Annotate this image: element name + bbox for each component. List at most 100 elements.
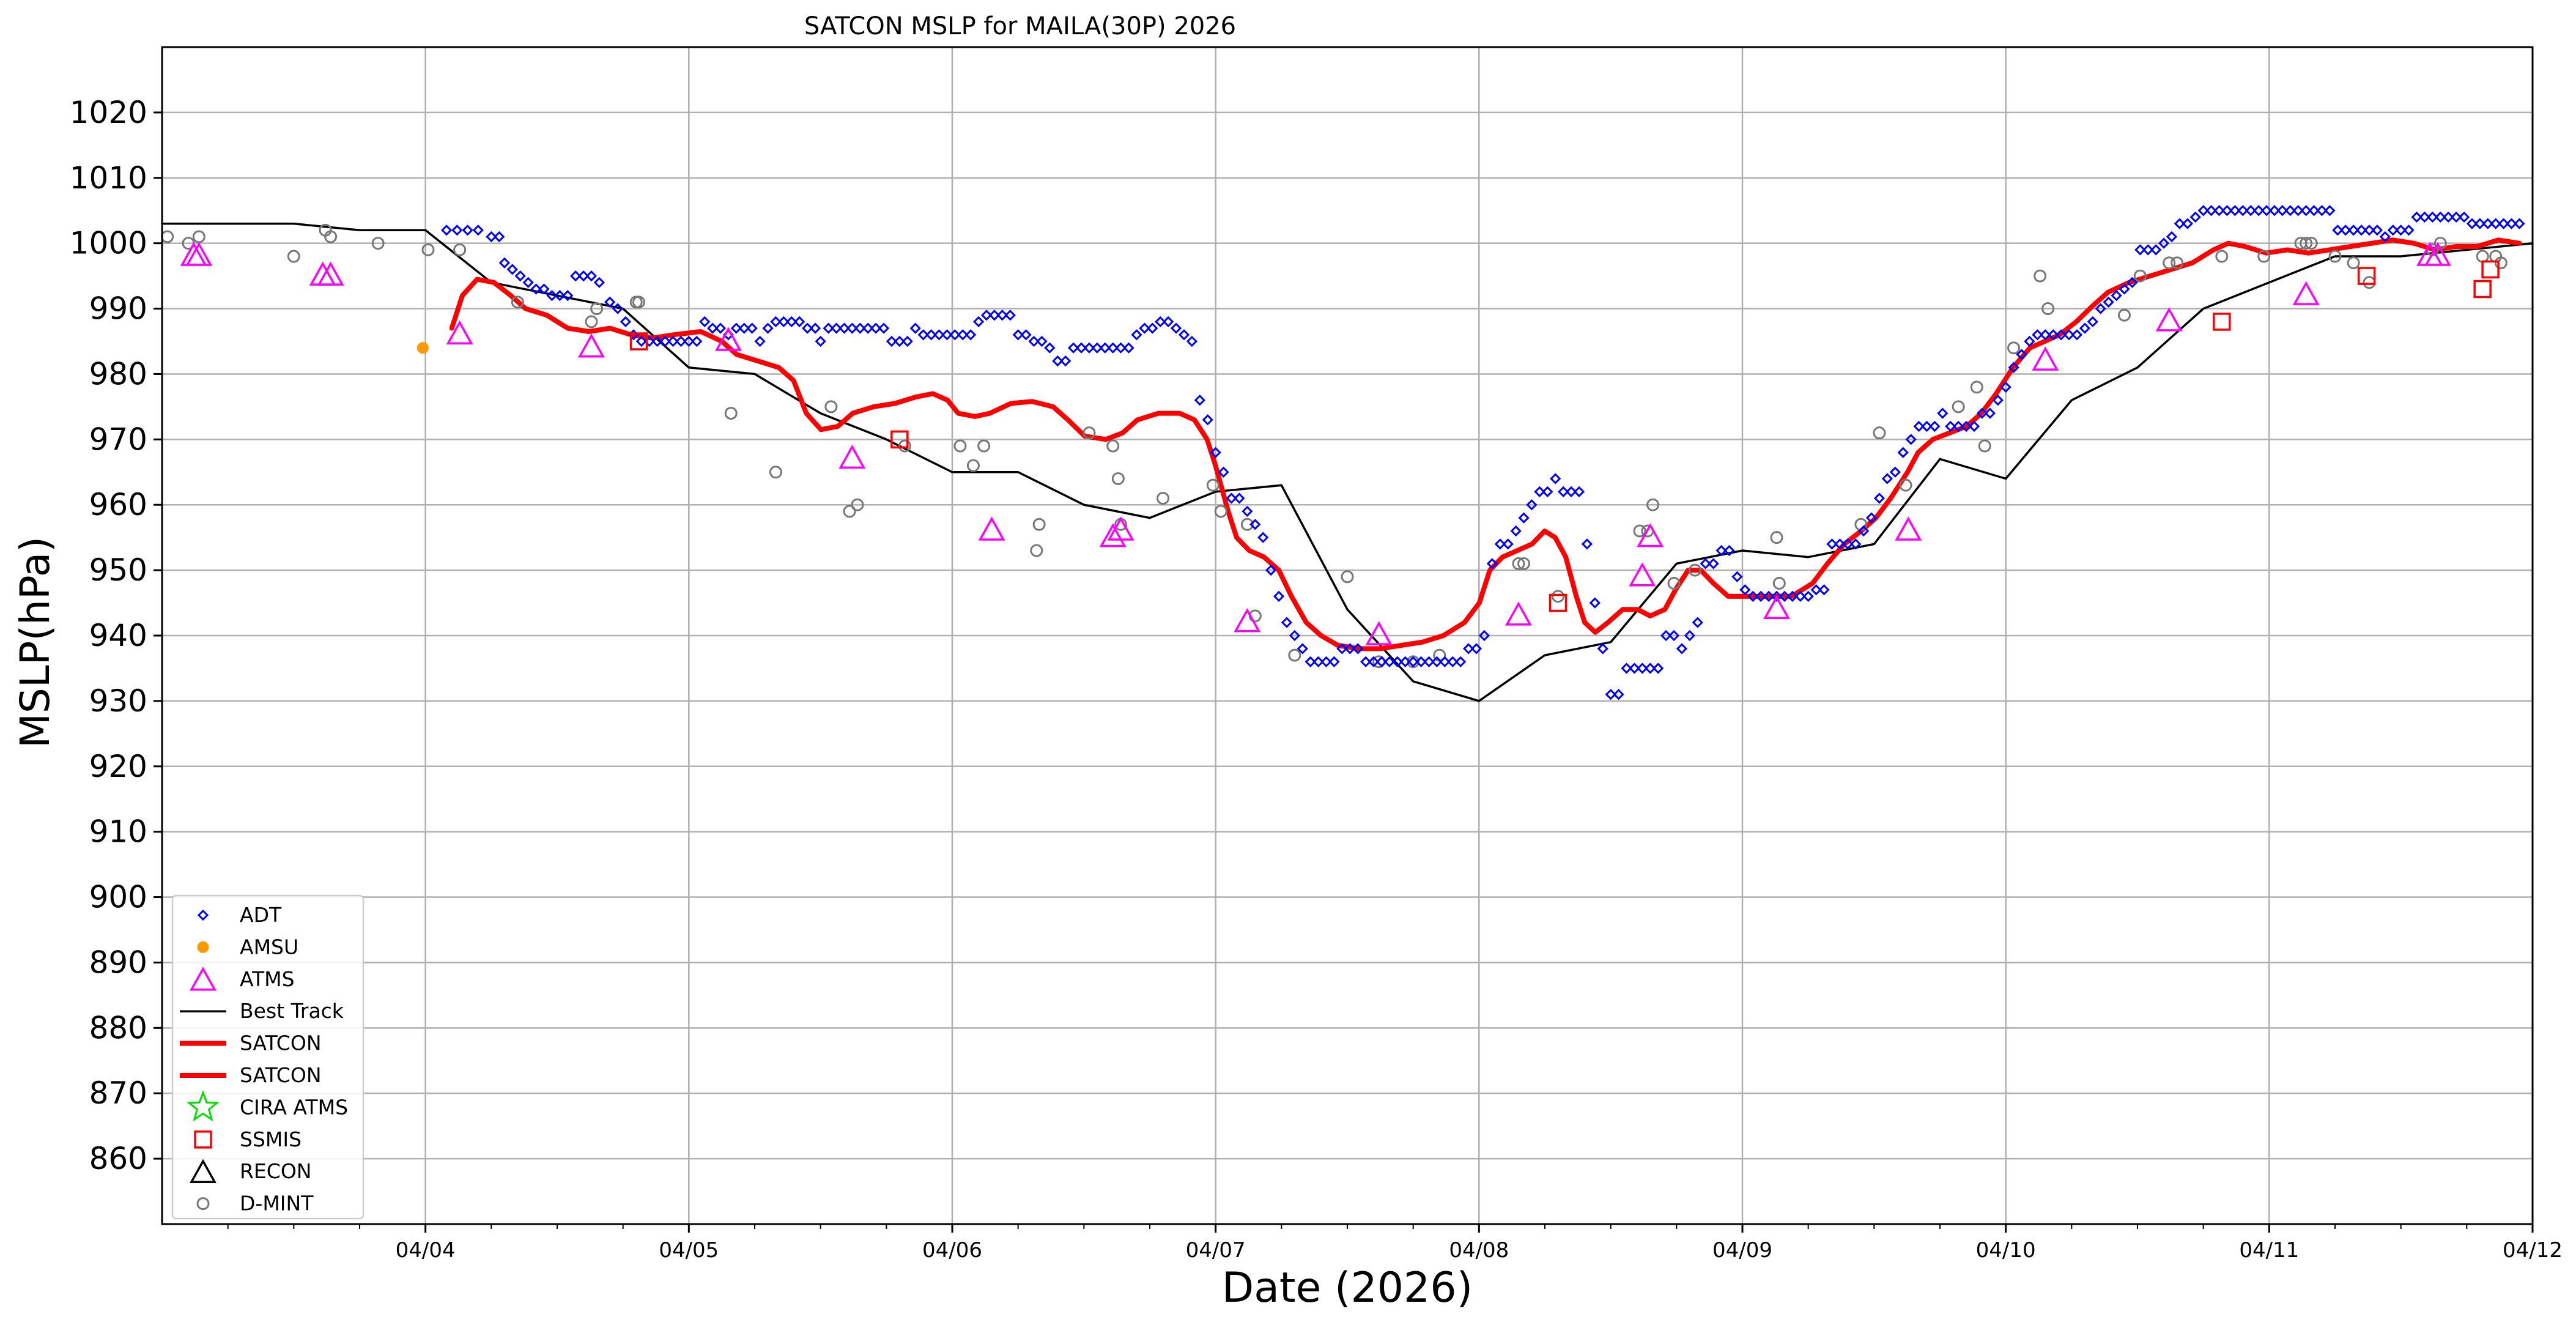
dmint-point (1970, 380, 1983, 394)
adt-point (1865, 512, 1878, 524)
adt-point (2048, 329, 2059, 341)
adt-point (451, 225, 463, 236)
adt-point (1510, 525, 1522, 537)
adt-point (2024, 335, 2035, 347)
adt-point (972, 316, 985, 328)
adt-point (1668, 629, 1680, 642)
y-tick-label: 960 (89, 487, 147, 522)
dmint-point (966, 459, 980, 472)
adt-point (1099, 342, 1111, 354)
adt-point (2292, 205, 2304, 217)
adt-point (2371, 225, 2383, 236)
dmint-point (1083, 426, 1096, 440)
dmint-point (2257, 250, 2271, 263)
adt-point (1976, 407, 1988, 419)
adt-point (2276, 205, 2288, 217)
adt-point (1012, 329, 1024, 341)
dmint-point (1032, 518, 1046, 531)
dmint-point (953, 439, 967, 453)
adt-point (1249, 519, 1261, 530)
adt-point (2506, 218, 2517, 229)
adt-point (1834, 538, 1846, 550)
dmint-point (1106, 439, 1120, 453)
adt-point (1534, 486, 1545, 497)
legend-label: CIRA ATMS (240, 1095, 348, 1119)
adt-point (1044, 342, 1056, 354)
legend-triangle-marker (190, 1159, 217, 1183)
adt-point (988, 310, 1001, 321)
adt-point (1589, 597, 1601, 609)
adt-point (667, 335, 679, 347)
adt-point (570, 270, 582, 282)
dmint-point (1772, 576, 1786, 590)
dmint-point (1978, 439, 1991, 453)
adt-point (925, 329, 937, 341)
dmint-point (1952, 400, 1965, 414)
adt-point (1375, 656, 1388, 667)
adt-point (1265, 564, 1277, 576)
adt-point (2166, 231, 2178, 243)
adt-point (1826, 538, 1838, 550)
adt-point (2268, 205, 2281, 217)
adt-point (1328, 656, 1340, 667)
dmint-point (1512, 557, 1525, 570)
adt-point (1289, 629, 1300, 642)
y-tick-label: 940 (89, 618, 147, 653)
adt-point (957, 329, 969, 341)
adt-point (1715, 544, 1727, 557)
adt-point (1818, 584, 1830, 596)
dmint-point (585, 315, 598, 328)
adt-point (1810, 584, 1822, 596)
adt-point (2498, 218, 2509, 229)
legend-box (171, 894, 365, 1220)
adt-point (2016, 349, 2027, 360)
adt-point (1234, 492, 1245, 504)
adt-point (2252, 205, 2265, 217)
atms-point (2292, 281, 2320, 305)
atms-point (1505, 601, 1532, 626)
adt-point (2071, 329, 2083, 341)
adt-point (1542, 486, 1553, 497)
ssmis-point (2481, 260, 2500, 279)
adt-point (2387, 225, 2399, 236)
dmint-point (769, 466, 782, 479)
adt-point (1486, 558, 1498, 570)
adt-point (1107, 342, 1119, 354)
adt-point (538, 283, 550, 295)
dmint-point (824, 400, 838, 414)
adt-point (2126, 277, 2138, 288)
legend-label: SSMIS (240, 1127, 302, 1151)
adt-point (554, 290, 566, 302)
adt-point (778, 316, 790, 328)
adt-point (1992, 395, 2004, 406)
adt-point (2000, 381, 2012, 393)
legend-triangle-marker (190, 967, 217, 991)
legend-label: Best Track (240, 999, 344, 1023)
adt-point (1960, 420, 1972, 432)
adt-point (2450, 211, 2462, 223)
best-track-line (161, 222, 2534, 702)
adt-point (1842, 538, 1854, 550)
adt-point (754, 335, 766, 347)
adt-point (440, 225, 453, 236)
dmint-point (851, 498, 864, 511)
adt-point (2458, 211, 2470, 223)
adt-point (2150, 244, 2162, 256)
adt-point (522, 277, 534, 288)
adt-point (2055, 329, 2067, 341)
dmint-point (590, 302, 604, 316)
adt-point (2300, 205, 2312, 217)
adt-point (1297, 643, 1308, 655)
adt-point (917, 329, 929, 341)
dmint-point (2328, 250, 2342, 263)
adt-point (2435, 211, 2446, 223)
adt-point (941, 329, 953, 341)
adt-point (730, 322, 742, 334)
adt-point (1257, 532, 1269, 543)
adt-point (699, 316, 711, 328)
adt-point (612, 303, 624, 314)
adt-point (1945, 420, 1956, 432)
adt-point (494, 231, 505, 243)
adt-point (2142, 244, 2154, 256)
adt-point (809, 322, 821, 334)
